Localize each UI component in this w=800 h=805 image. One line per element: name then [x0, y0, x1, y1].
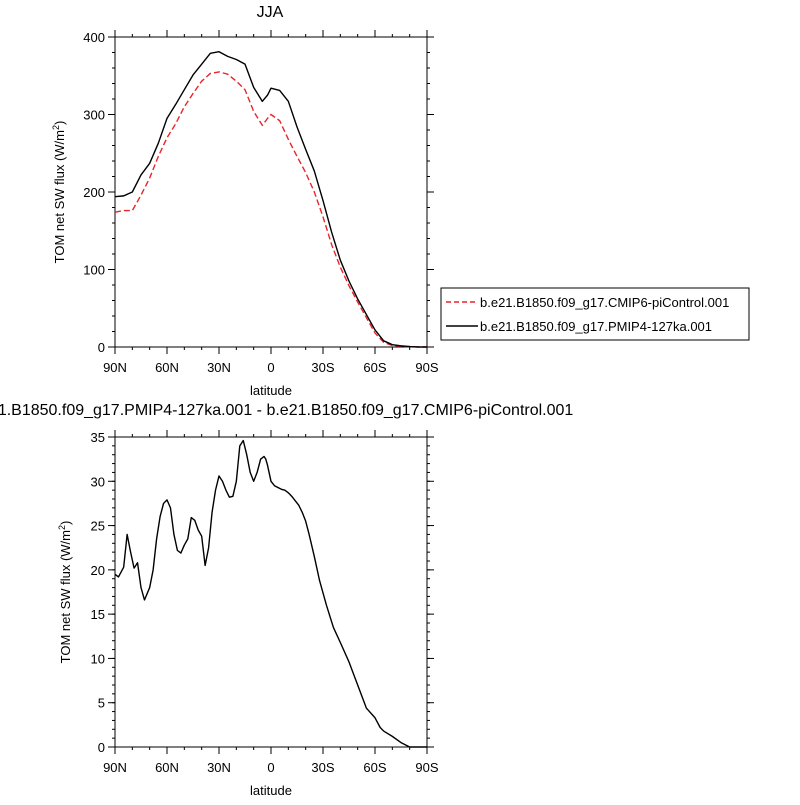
bottom-y-axis-label-close: ) — [58, 521, 73, 525]
top-series-lines — [114, 51, 427, 348]
bottom-panel: b.e21.B1850.f09_g17.PMIP4-127ka.001 - b.… — [0, 402, 573, 798]
bottom-plot-frame — [114, 436, 428, 748]
top-y-axis-label: TOM net SW flux (W/m2) — [51, 121, 67, 264]
top-y-axis-label-close: ) — [52, 121, 67, 125]
series-line-1 — [114, 51, 427, 348]
y-tick-label: 35 — [91, 430, 105, 445]
x-tick-label: 90N — [103, 760, 127, 775]
x-tick-label: 30N — [207, 360, 231, 375]
top-plot-frame — [114, 36, 428, 348]
bottom-series-lines — [114, 439, 427, 748]
x-tick-label: 60N — [155, 360, 179, 375]
x-tick-label: 60N — [155, 760, 179, 775]
bottom-y-axis-label-main: TOM net SW flux (W/m — [58, 530, 73, 663]
top-y-ticks: 0 100 200 300 400 — [83, 30, 434, 355]
x-tick-label: 90S — [415, 760, 438, 775]
x-tick-label: 30N — [207, 760, 231, 775]
top-y-axis-label-main: TOM net SW flux (W/m — [52, 130, 67, 263]
x-tick-label: 30S — [311, 760, 334, 775]
x-tick-label: 0 — [267, 760, 274, 775]
bottom-y-axis-label: TOM net SW flux (W/m2) — [57, 521, 73, 664]
bottom-x-ticks: 90N 60N 30N 0 30S 60S 90S — [103, 430, 439, 775]
bottom-y-axis-label-sup: 2 — [57, 525, 67, 530]
y-tick-label: 5 — [98, 696, 105, 711]
y-tick-label: 20 — [91, 563, 105, 578]
x-tick-label: 90N — [103, 360, 127, 375]
legend: b.e21.B1850.f09_g17.CMIP6-piControl.001 … — [440, 287, 750, 341]
bottom-x-axis-label: latitude — [250, 783, 292, 798]
legend-entry-picontrol: b.e21.B1850.f09_g17.CMIP6-piControl.001 — [480, 295, 729, 310]
y-tick-label: 0 — [98, 740, 105, 755]
y-tick-label: 200 — [83, 185, 105, 200]
x-tick-label: 60S — [363, 360, 386, 375]
bottom-panel-title: b.e21.B1850.f09_g17.PMIP4-127ka.001 - b.… — [0, 402, 573, 419]
y-tick-label: 10 — [91, 651, 105, 666]
legend-entry-127ka: b.e21.B1850.f09_g17.PMIP4-127ka.001 — [480, 319, 712, 334]
bottom-y-ticks: 0 5 10 15 20 25 30 35 — [91, 430, 434, 755]
legend-box — [440, 287, 750, 341]
series-line-0 — [114, 71, 427, 348]
x-tick-label: 60S — [363, 760, 386, 775]
x-tick-label: 0 — [267, 360, 274, 375]
y-tick-label: 300 — [83, 108, 105, 123]
x-tick-label: 30S — [311, 360, 334, 375]
y-tick-label: 15 — [91, 607, 105, 622]
series-line-0 — [114, 439, 427, 748]
top-x-ticks: 90N 60N 30N 0 30S 60S 90S — [103, 30, 439, 375]
y-tick-label: 25 — [91, 519, 105, 534]
top-x-axis-label: latitude — [250, 383, 292, 398]
top-y-axis-label-sup: 2 — [51, 125, 61, 130]
y-tick-label: 30 — [91, 474, 105, 489]
x-tick-label: 90S — [415, 360, 438, 375]
y-tick-label: 0 — [98, 340, 105, 355]
top-panel-title: JJA — [257, 4, 284, 21]
y-tick-label: 400 — [83, 30, 105, 45]
top-panel: JJA 0 100 200 300 400 90N 60N 30N 0 30S 60S 90S la… — [51, 4, 439, 398]
y-tick-label: 100 — [83, 263, 105, 278]
